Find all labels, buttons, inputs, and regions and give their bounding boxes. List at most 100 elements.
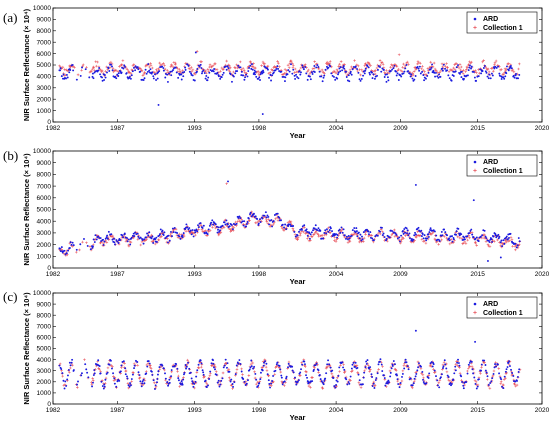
data-point-ard [454,369,457,372]
data-point-ard [146,70,149,73]
data-point-ard [276,212,279,215]
data-point-ard [215,225,218,228]
data-point-ard [345,76,348,78]
data-point-ard [392,67,395,70]
data-point-ard [442,63,445,66]
data-point-ard [155,236,158,239]
data-point-ard [346,79,349,82]
data-point-ard [338,228,341,231]
data-point-ard [502,76,505,79]
data-point-collection-1 [268,225,272,228]
data-point-collection-1 [182,234,186,238]
data-point-collection-1 [208,63,212,67]
data-point-ard [207,228,210,231]
data-point-ard [319,378,322,381]
data-point-ard [331,369,334,372]
data-point-collection-1 [421,65,424,68]
data-point-ard [414,329,417,332]
data-point-ard [277,67,280,70]
data-point-ard [80,372,83,375]
data-point-ard [167,384,170,387]
data-point-collection-1 [217,233,221,237]
data-point-ard [62,379,65,382]
data-point-collection-1 [155,69,159,73]
data-point-ard [375,377,378,379]
data-point-collection-1 [140,240,144,244]
data-point-collection-1 [381,63,385,66]
data-point-collection-1 [90,382,94,386]
data-point-ard [64,253,67,256]
data-point-ard [499,256,502,259]
data-point-ard [516,380,518,382]
data-point-collection-1 [274,65,277,69]
data-point-ard [137,68,140,71]
data-point-collection-1 [267,218,270,221]
data-point-ard [210,221,213,224]
data-point-ard [283,226,285,229]
data-point-collection-1 [364,62,368,66]
data-point-ard [207,384,209,387]
data-point-ard [115,77,118,80]
data-point-ard [202,371,205,374]
data-point-collection-1 [225,182,229,186]
data-point-collection-1 [465,68,468,71]
data-point-ard [184,66,187,69]
data-point-ard [259,221,262,223]
data-point-ard [251,63,253,66]
data-point-collection-1 [74,250,78,254]
data-point-ard [191,229,194,231]
data-point-ard [219,77,222,80]
data-point-collection-1 [232,70,235,74]
data-point-collection-1 [377,368,380,371]
data-point-collection-1 [475,244,479,247]
data-point-ard [121,360,124,363]
data-point-ard [292,68,295,71]
data-point-ard [515,246,518,249]
legend-marker-collection-1 [473,25,477,30]
data-point-collection-1 [429,232,433,236]
data-point-ard [324,68,327,71]
data-point-ard [141,382,144,385]
data-point-ard [404,67,407,70]
data-point-collection-1 [181,69,184,72]
data-point-ard [347,381,350,383]
data-point-ard [323,380,326,382]
data-point-ard [147,360,150,363]
data-point-ard [281,223,284,226]
data-point-ard [212,70,215,73]
data-point-ard [254,73,257,76]
data-point-collection-1 [215,68,219,71]
data-point-collection-1 [287,66,291,70]
data-point-ard [157,370,160,373]
data-point-ard [384,73,387,76]
data-point-ard [77,380,79,383]
data-point-ard [486,75,489,78]
data-point-ard [123,64,126,67]
data-point-ard [157,71,160,74]
data-point-ard [469,229,472,232]
data-point-ard [216,381,219,384]
data-point-ard [58,364,61,367]
data-point-collection-1 [356,64,360,68]
data-point-ard [272,220,275,222]
data-point-ard [81,66,83,69]
data-point-collection-1 [296,237,299,241]
data-point-ard [229,73,232,76]
data-point-collection-1 [125,68,129,71]
data-point-collection-1 [346,241,350,244]
data-point-ard [306,376,308,379]
data-point-collection-1 [264,218,268,222]
data-point-ard [280,219,282,222]
data-point-ard [400,234,403,237]
data-point-collection-1 [397,67,401,71]
data-point-ard [322,76,325,79]
data-point-ard [443,359,446,362]
data-point-collection-1 [481,60,484,64]
data-point-ard [434,75,437,78]
data-point-ard [431,365,434,368]
data-point-collection-1 [299,66,303,70]
data-point-ard [439,75,442,78]
data-point-collection-1 [106,366,110,370]
data-point-collection-1 [423,70,427,74]
data-point-collection-1 [427,69,430,73]
